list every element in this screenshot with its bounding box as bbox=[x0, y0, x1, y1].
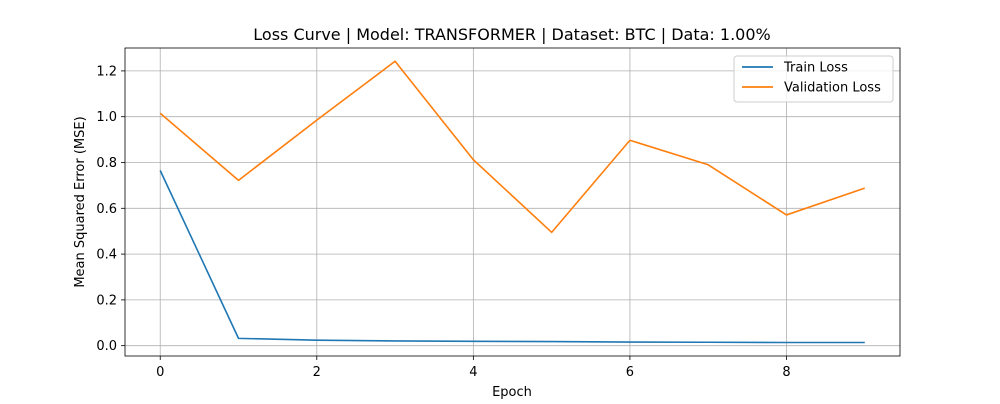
x-tick-label: 0 bbox=[156, 365, 164, 380]
y-tick-label: 0.4 bbox=[96, 248, 117, 263]
legend-label-validation-loss: Validation Loss bbox=[784, 81, 881, 96]
legend-items: Train Loss Validation Loss bbox=[742, 61, 881, 96]
x-tick-label: 4 bbox=[469, 365, 477, 380]
y-tick-label: 0.8 bbox=[96, 156, 117, 171]
x-tick-label: 2 bbox=[313, 365, 321, 380]
x-tick-label: 6 bbox=[626, 365, 634, 380]
y-tick-label: 1.2 bbox=[96, 64, 117, 79]
y-tick-label: 0.0 bbox=[96, 339, 117, 354]
chart-title: Loss Curve | Model: TRANSFORMER | Datase… bbox=[253, 25, 770, 44]
y-axis-label: Mean Squared Error (MSE) bbox=[73, 116, 88, 287]
series-lines bbox=[159, 60, 866, 344]
plot-frame bbox=[124, 47, 901, 357]
x-axis-label: Epoch bbox=[492, 385, 532, 400]
y-axis-ticks: 0.0 0.2 0.4 0.6 0.8 1.0 1.2 bbox=[96, 64, 125, 354]
grid bbox=[125, 48, 900, 356]
legend-label-train-loss: Train Loss bbox=[783, 61, 848, 76]
legend-box bbox=[733, 55, 894, 103]
x-axis-ticks: 0 2 4 6 8 bbox=[156, 356, 791, 380]
legend: Train Loss Validation Loss bbox=[733, 55, 894, 103]
series-line-train-loss bbox=[159, 170, 865, 344]
x-tick-label: 8 bbox=[782, 365, 790, 380]
y-tick-label: 1.0 bbox=[96, 110, 117, 125]
y-tick-label: 0.6 bbox=[96, 202, 117, 217]
series-line-validation-loss bbox=[159, 60, 866, 234]
y-tick-label: 0.2 bbox=[96, 293, 117, 308]
